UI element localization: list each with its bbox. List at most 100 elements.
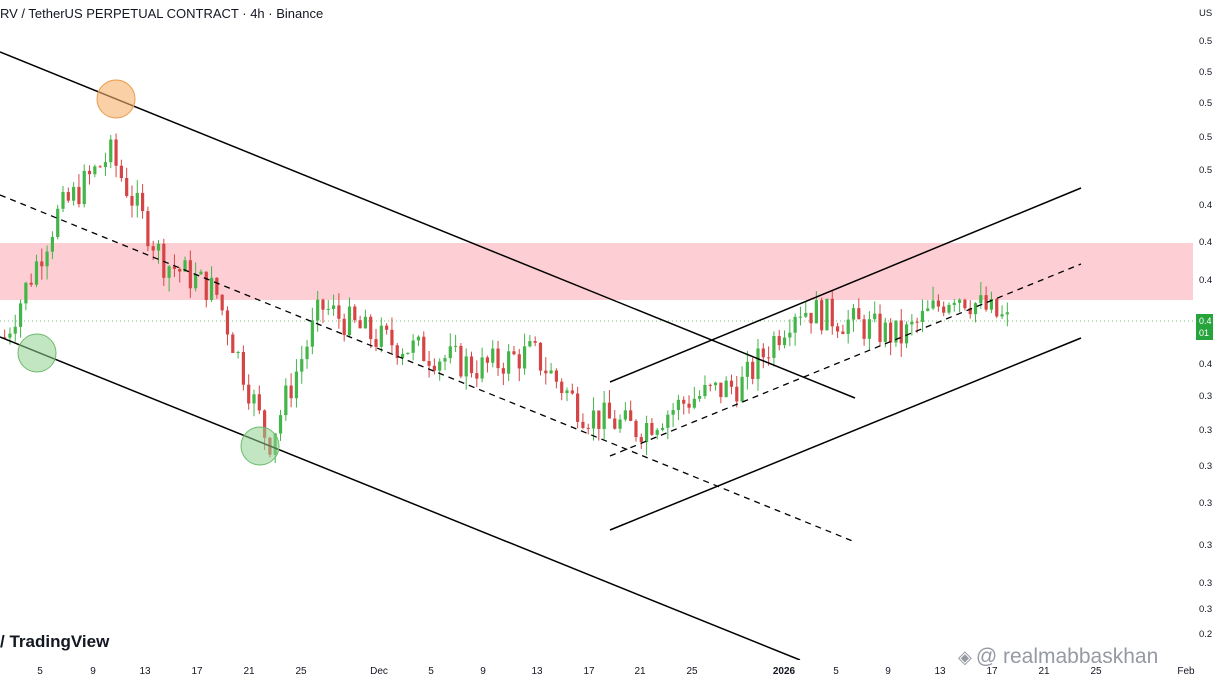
candle-body [199,271,203,275]
logo-mark: / [0,632,5,651]
candle-body [109,139,113,163]
candle-body [501,368,505,374]
candle-body [698,396,702,399]
candle-body [724,380,728,398]
candle-body [300,359,304,372]
candle-body [602,402,606,429]
candle-body [45,251,49,267]
candle-body [777,336,781,346]
candle-body [103,162,108,168]
time-tick: 9 [885,666,891,677]
candle-body [390,329,394,346]
candle-body [873,313,877,320]
candle-body [337,305,341,319]
time-tick: Dec [370,666,388,677]
candle-body [427,361,431,366]
time-tick: 13 [934,666,946,677]
candle-body [713,382,718,386]
time-tick: 5 [833,666,839,677]
candle-body [533,341,537,343]
candle-body [406,352,410,354]
candle-body [735,386,739,402]
candle-body [576,393,580,422]
candle-body [846,319,850,334]
candle-body [416,336,421,341]
candle-body [411,340,415,353]
candle-body [34,261,39,285]
price-tick: 0.4 [1199,359,1213,370]
candle-body [156,243,161,251]
current-price-countdown: 01 [1199,328,1210,338]
candle-body [629,410,633,421]
candle-body [788,332,792,338]
candle-body [347,306,352,336]
candle-body [782,337,787,346]
candle-body [607,402,612,419]
candle-body [1005,312,1009,315]
candle-body [374,339,378,347]
current-price-value: 0.4 [1199,316,1212,326]
candle-body [369,316,373,340]
price-chart[interactable] [0,0,1193,660]
candle-body [310,320,314,347]
candle-body [263,410,267,438]
time-tick: 17 [986,666,998,677]
candle-body [910,321,914,325]
candle-body [835,326,840,332]
time-tick: 13 [139,666,151,677]
candle-body [432,365,436,371]
candle-body [146,211,150,247]
candle-body [920,310,925,322]
candle-body [135,192,139,206]
candle-body [878,313,882,342]
candle-body [862,319,866,339]
price-tick: 0.3 [1199,604,1213,615]
ascending-channel-upper [609,187,1082,383]
time-tick: 25 [686,666,698,677]
candle-body [130,195,134,206]
candle-body [385,325,389,330]
candle-body [894,320,898,343]
candle-body [942,306,946,313]
time-axis[interactable]: 5 9 13 17 21 25 Dec 5 9 13 17 21 25 2026… [0,660,1194,681]
candle-body [231,334,235,354]
candle-body [188,260,192,289]
descending-channel-lower [0,336,801,660]
ascending-channel-mid [609,263,1082,457]
candle-body [857,308,861,320]
price-tick: 0.4 [1199,275,1213,286]
tradingview-logo[interactable]: / TradingView [0,632,109,652]
candle-body [257,394,261,411]
time-tick: 21 [243,666,255,677]
candle-body [984,295,988,310]
candle-body [422,336,426,362]
price-axis[interactable]: USD 0.5 0.5 0.5 0.5 0.5 0.4 0.4 0.4 0.4 … [1193,0,1213,681]
candle-body [719,382,723,398]
candle-body [66,192,70,201]
candle-body [220,294,224,311]
candle-body [93,166,97,175]
candle-body [867,319,872,339]
candle-body [236,351,240,354]
candle-body [469,356,474,374]
candle-body [454,345,458,347]
swing-high-marker [96,79,136,119]
candle-body [745,361,749,377]
candle-body [40,261,44,267]
time-tick: 25 [295,666,307,677]
candle-body [305,346,309,360]
candle-body [979,295,983,304]
candle-body [671,410,675,415]
candle-body [995,298,999,317]
candle-body [666,414,670,428]
candle-body [560,381,564,394]
current-price-badge: 0.4 01 [1196,314,1213,340]
ascending-channel-lower [609,337,1082,531]
time-tick: 25 [1090,666,1102,677]
candle-body [708,384,712,386]
candle-body [56,208,60,238]
candle-body [554,370,558,382]
candle-body [13,326,17,334]
price-tick: 0.5 [1199,165,1213,176]
time-tick: 21 [1038,666,1050,677]
